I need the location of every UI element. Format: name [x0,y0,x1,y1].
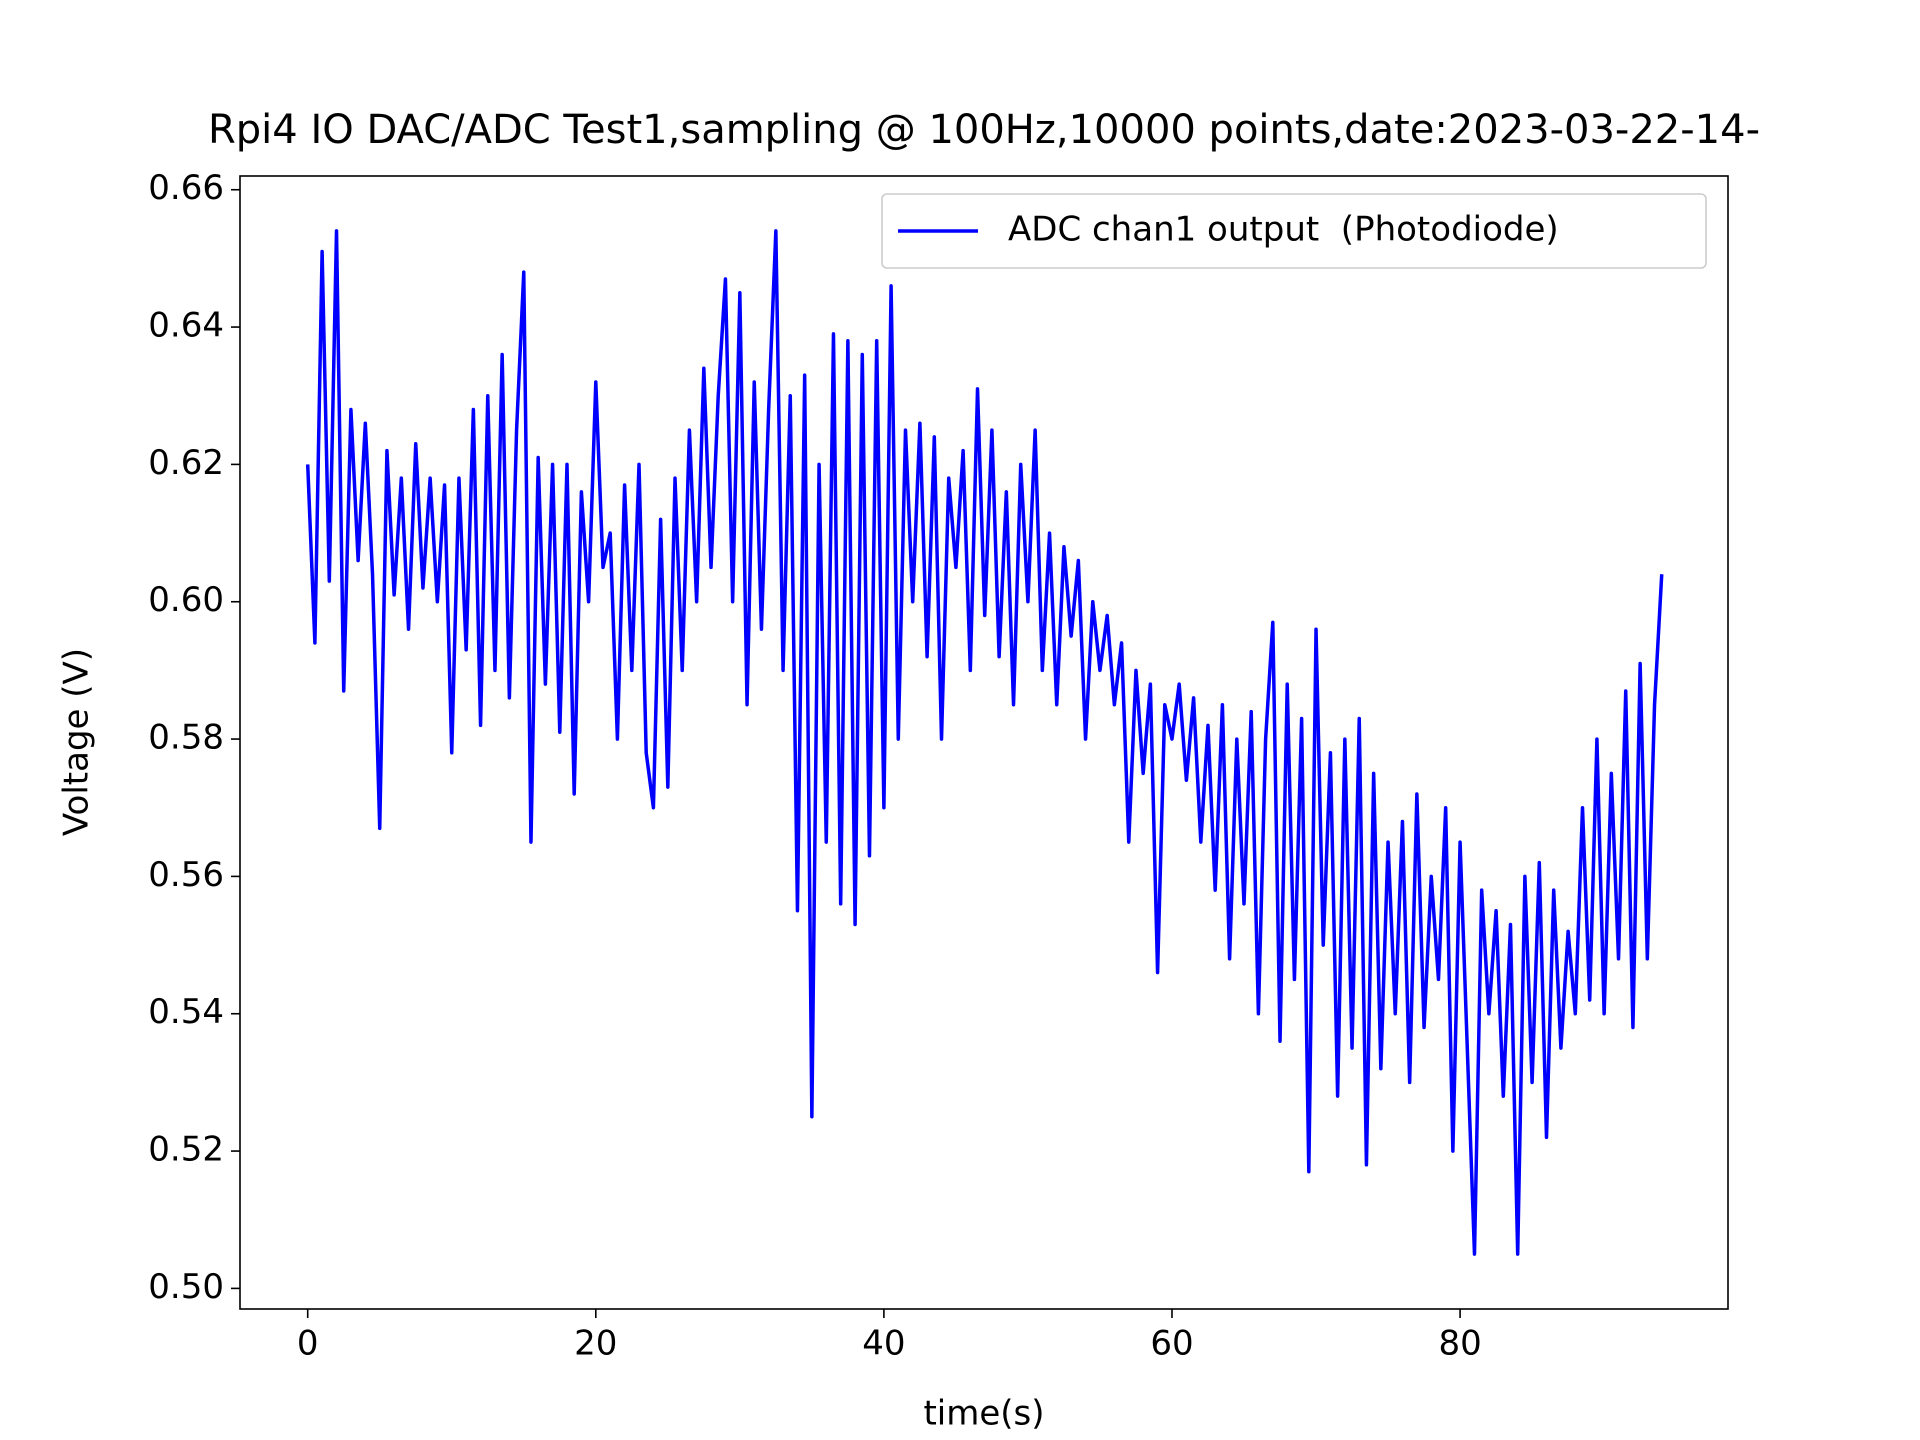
chart-title: Rpi4 IO DAC/ADC Test1,sampling @ 100Hz,1… [208,107,1760,153]
data-line [305,229,1664,1256]
y-axis-label: Voltage (V) [57,648,97,836]
y-tick-label: 0.64 [148,306,224,346]
x-tick-label: 20 [574,1324,617,1364]
y-tick-label: 0.54 [148,992,224,1032]
y-tick-label: 0.66 [148,168,224,208]
y-tick-label: 0.62 [148,443,224,483]
y-tick-label: 0.60 [148,580,224,620]
y-tick-label: 0.50 [148,1267,224,1307]
y-tick-label: 0.58 [148,718,224,758]
x-tick-label: 80 [1438,1324,1481,1364]
legend-label: ADC chan1 output (Photodiode) [1008,210,1559,250]
x-tick-label: 60 [1150,1324,1193,1364]
y-tick-label: 0.56 [148,855,224,895]
x-axis-label: time(s) [923,1394,1044,1434]
y-tick-label: 0.52 [148,1130,224,1170]
x-tick-label: 40 [862,1324,905,1364]
plot-frame [239,175,1729,1310]
legend-box [881,193,1707,269]
x-tick-label: 0 [297,1324,319,1364]
